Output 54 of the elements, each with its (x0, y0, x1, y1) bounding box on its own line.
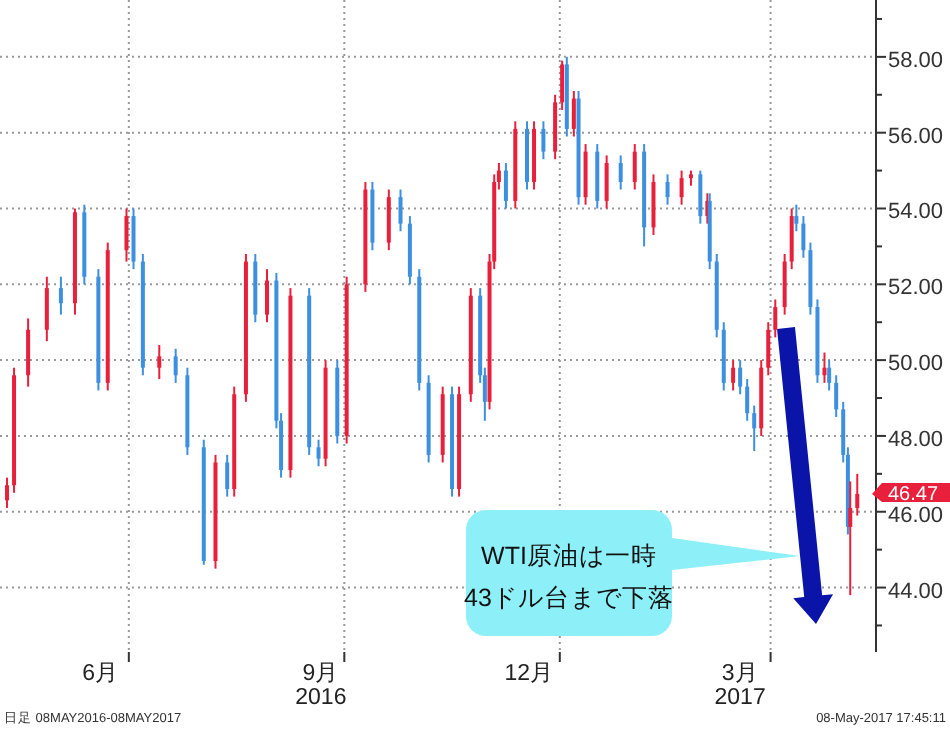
x-tick-label: 6月 (82, 660, 120, 686)
y-tick-label: 52.00 (888, 276, 944, 301)
callout: WTI原油は一時 43ドル台まで下落 (464, 510, 800, 636)
candlestick (604, 154, 609, 210)
candlestick (738, 359, 743, 396)
candlestick (583, 143, 588, 206)
y-tick-label: 56.00 (888, 124, 944, 149)
candlestick (5, 476, 10, 509)
candlestick (651, 173, 656, 237)
candlestick (752, 404, 757, 453)
x-tick-label: 3月 2017 (714, 660, 766, 710)
candlestick (560, 59, 565, 111)
candlestick (157, 343, 162, 381)
candlestick (618, 154, 623, 191)
x-tick-label: 12月 (504, 660, 555, 686)
candlestick (386, 188, 391, 252)
candlestick (44, 275, 49, 343)
candlestick (26, 317, 31, 388)
candlestick (173, 347, 178, 384)
candlestick (571, 89, 576, 138)
y-tick-label: 54.00 (888, 200, 944, 225)
y-tick-label: 46.00 (888, 503, 944, 528)
candlestick (773, 298, 778, 339)
candlestick (58, 275, 63, 316)
candlestick (766, 321, 771, 377)
last-price: 46.47 (872, 482, 950, 506)
candlestick (265, 268, 270, 324)
candlestick (822, 351, 827, 384)
y-tick-label: 58.00 (888, 48, 944, 73)
candlestick (789, 207, 794, 271)
candlestick (855, 472, 860, 517)
annotation: WTI原油は一時 43ドル台まで下落 (464, 542, 674, 612)
candlestick (801, 215, 806, 259)
candlestick (316, 438, 321, 468)
candlestick (124, 207, 129, 263)
candlestick (225, 453, 230, 498)
candlestick (398, 188, 403, 233)
candlestick (782, 252, 787, 316)
candlestick (632, 143, 637, 191)
candlestick (665, 173, 670, 206)
y-tick-label: 44.00 (888, 579, 944, 604)
candlestick (745, 378, 750, 422)
candlestick (731, 359, 736, 392)
candlestick (698, 169, 703, 225)
candlestick (834, 374, 839, 418)
candlestick (541, 120, 546, 161)
candlestick (679, 169, 684, 206)
candlestick (131, 207, 136, 271)
candlestick (794, 203, 799, 233)
candlestick (503, 162, 508, 210)
candlestick (827, 359, 832, 392)
y-tick-label: 50.00 (888, 352, 944, 377)
y-tick-label: 48.00 (888, 427, 944, 452)
x-tick-label: 9月 2016 (295, 660, 347, 710)
